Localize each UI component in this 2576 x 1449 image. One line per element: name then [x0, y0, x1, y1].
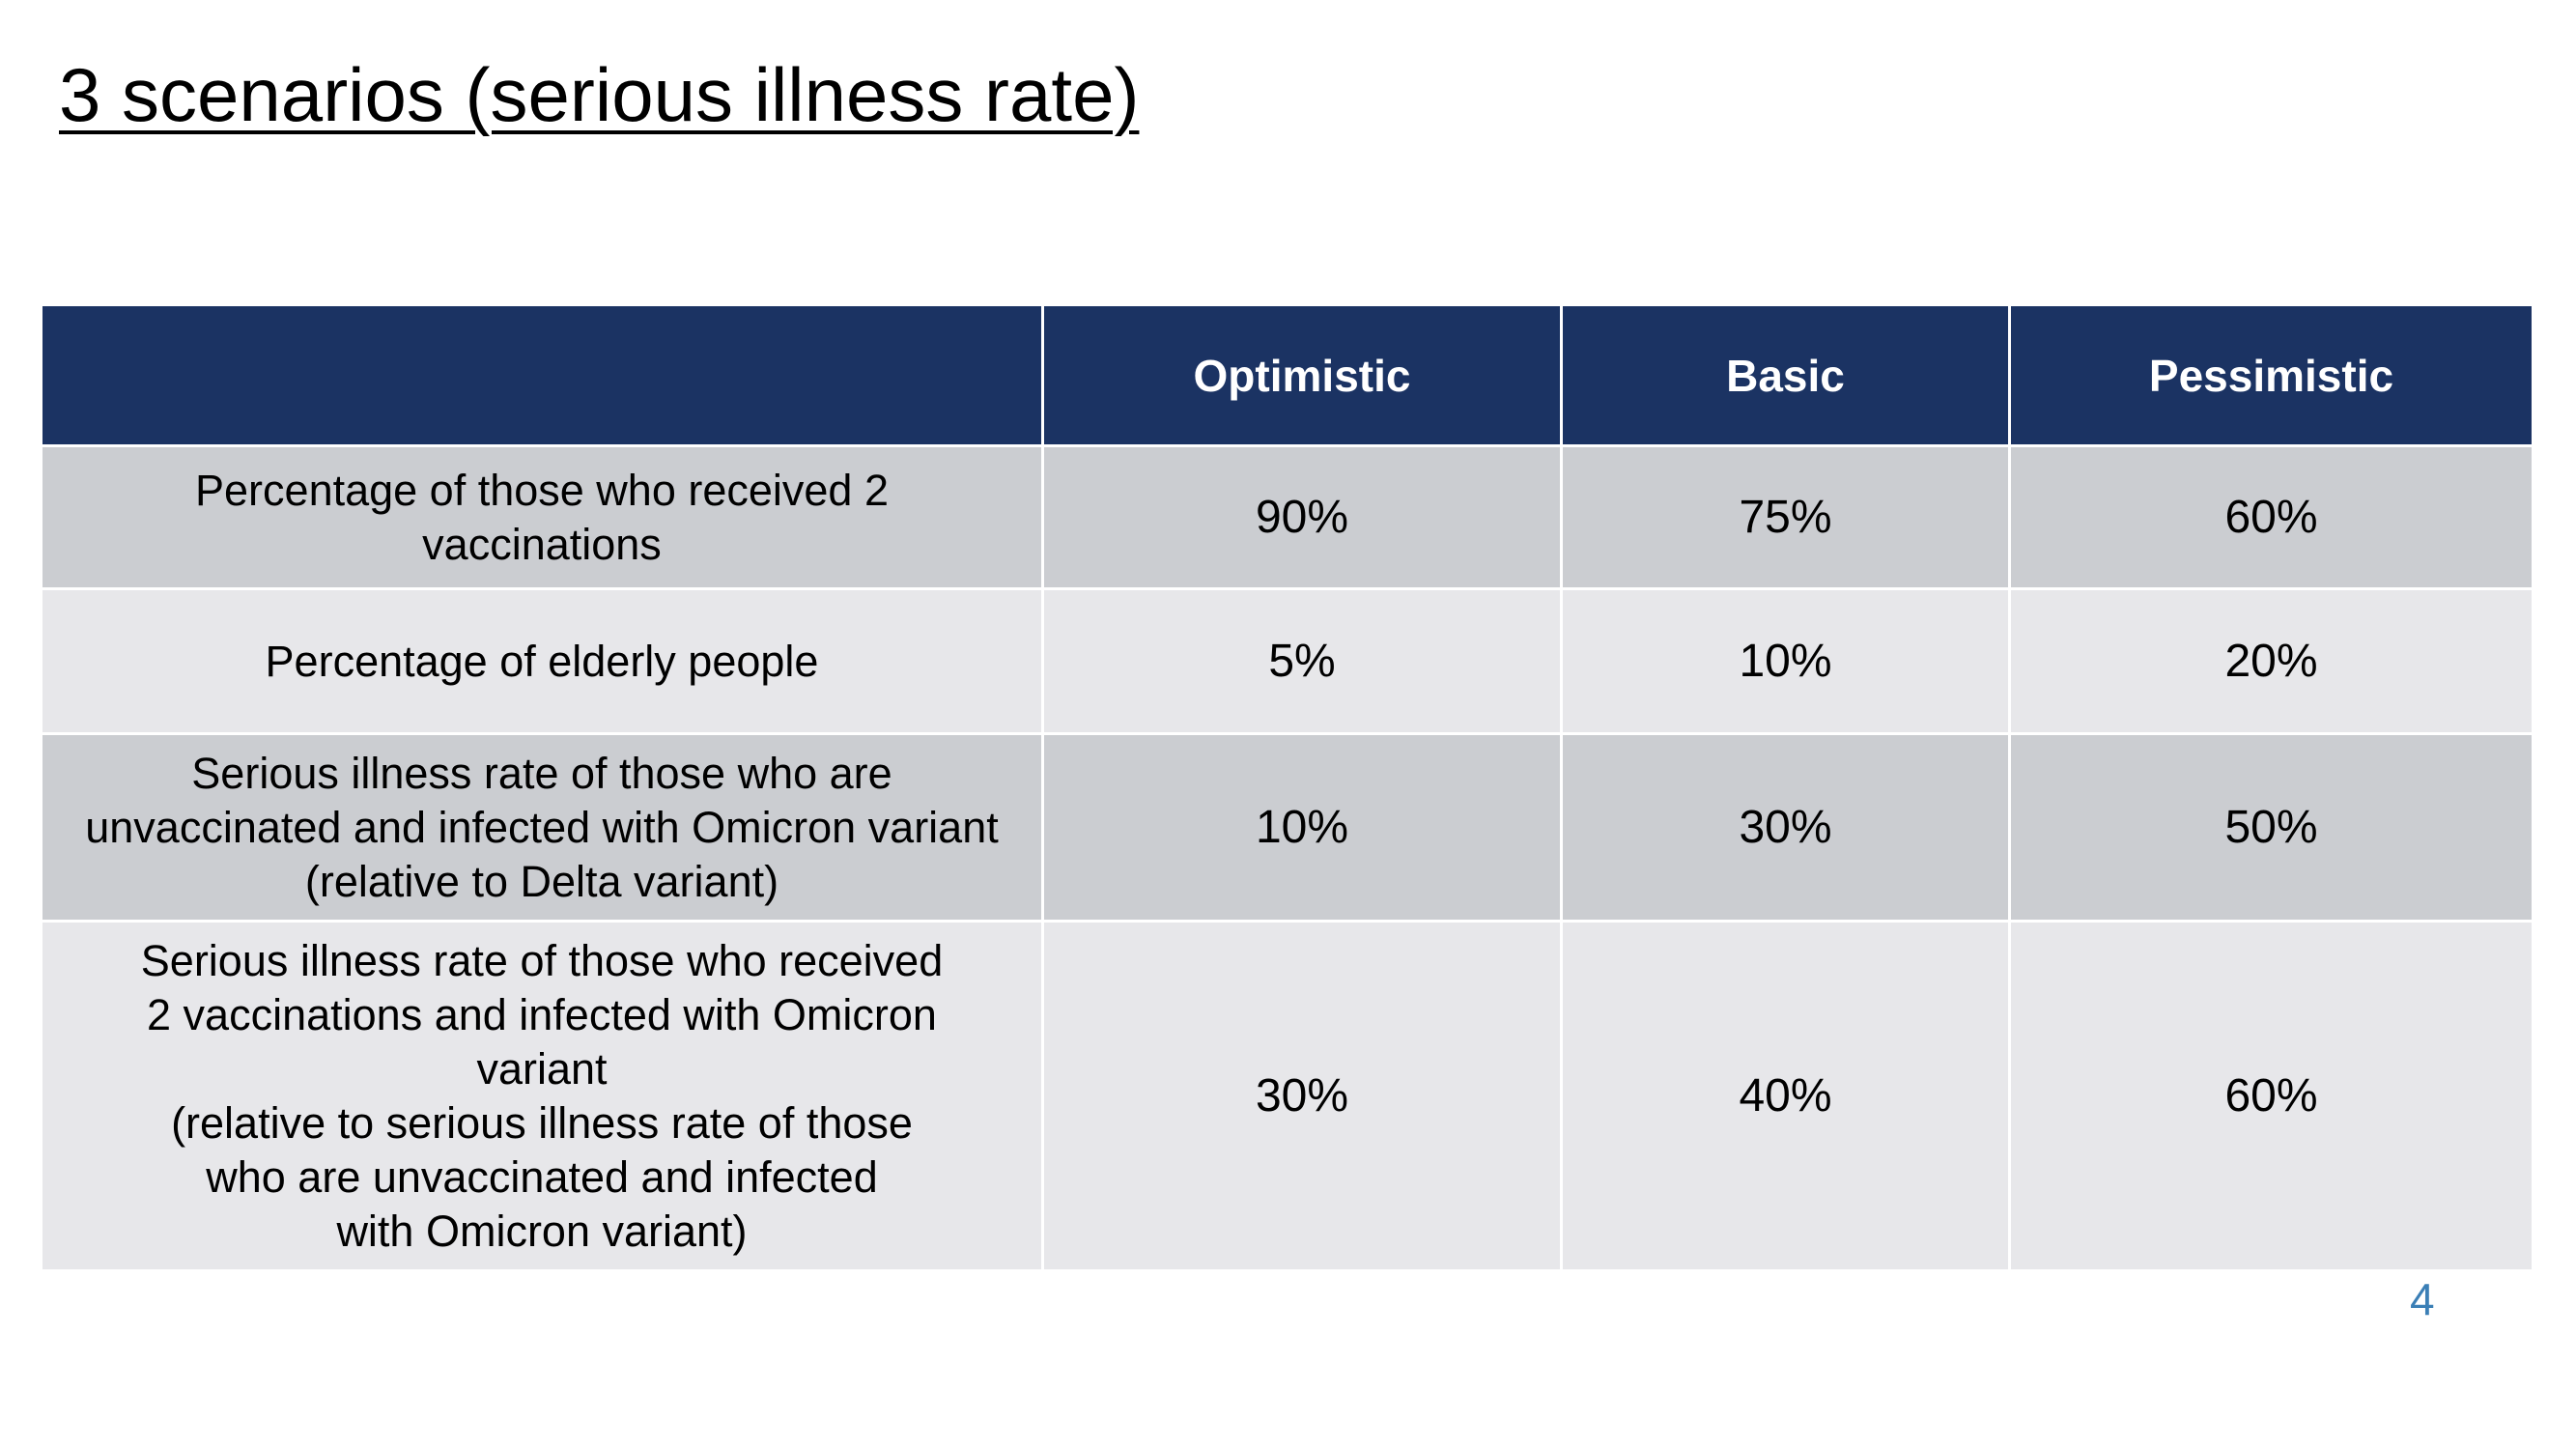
- header-pessimistic: Pessimistic: [2008, 303, 2534, 447]
- page-number: 4: [2410, 1274, 2435, 1324]
- value-pessimistic: 20%: [2008, 587, 2534, 735]
- row-label-line: unvaccinated and infected with Omicron v…: [85, 802, 999, 852]
- value-optimistic: 90%: [1041, 444, 1563, 590]
- row-label-line: vaccinations: [422, 519, 662, 569]
- scenario-table: Optimistic Basic Pessimistic Percentage …: [40, 303, 2534, 1272]
- row-label-line: with Omicron variant): [336, 1206, 748, 1256]
- row-label-line: (relative to Delta variant): [304, 856, 779, 906]
- value-optimistic: 5%: [1041, 587, 1563, 735]
- row-label-line: Serious illness rate of those who are: [191, 748, 892, 798]
- value-pessimistic: 60%: [2008, 444, 2534, 590]
- table-header-row: Optimistic Basic Pessimistic: [40, 303, 2534, 447]
- table-row: Percentage of elderly people 5% 10% 20%: [40, 587, 2534, 735]
- value-optimistic: 30%: [1041, 920, 1563, 1272]
- row-label-line: 2 vaccinations and infected with Omicron: [147, 989, 937, 1039]
- header-basic: Basic: [1560, 303, 2011, 447]
- header-empty-cell: [40, 303, 1044, 447]
- row-label-line: Serious illness rate of those who receiv…: [140, 935, 944, 985]
- row-label-line: who are unvaccinated and infected: [206, 1151, 878, 1202]
- value-basic: 40%: [1560, 920, 2011, 1272]
- header-optimistic: Optimistic: [1041, 303, 1563, 447]
- row-label-line: Percentage of those who received 2: [195, 465, 889, 515]
- row-label-line: Percentage of elderly people: [265, 636, 819, 686]
- row-label-line: (relative to serious illness rate of tho…: [171, 1097, 913, 1148]
- value-basic: 10%: [1560, 587, 2011, 735]
- row-label: Percentage of elderly people: [40, 587, 1044, 735]
- value-pessimistic: 60%: [2008, 920, 2534, 1272]
- row-label: Percentage of those who received 2 vacci…: [40, 444, 1044, 590]
- table-row: Serious illness rate of those who receiv…: [40, 920, 2534, 1272]
- row-label: Serious illness rate of those who receiv…: [40, 920, 1044, 1272]
- value-pessimistic: 50%: [2008, 732, 2534, 923]
- value-basic: 75%: [1560, 444, 2011, 590]
- table-row: Serious illness rate of those who are un…: [40, 732, 2534, 923]
- table-row: Percentage of those who received 2 vacci…: [40, 444, 2534, 590]
- row-label: Serious illness rate of those who are un…: [40, 732, 1044, 923]
- value-optimistic: 10%: [1041, 732, 1563, 923]
- value-basic: 30%: [1560, 732, 2011, 923]
- slide-title: 3 scenarios (serious illness rate): [59, 52, 1140, 137]
- row-label-line: variant: [476, 1043, 608, 1094]
